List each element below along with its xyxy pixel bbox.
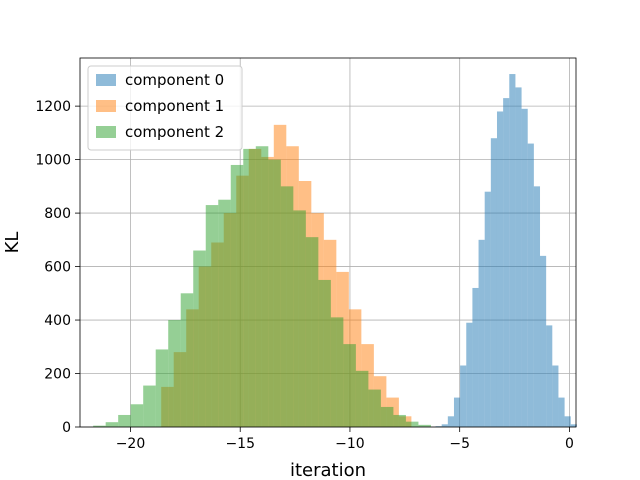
legend-swatch [96,74,116,86]
y-tick-label: 1200 [35,99,71,115]
histogram-bar [552,365,559,427]
histogram-bar [105,422,119,427]
histogram-bar [143,385,156,427]
histogram-bar [93,425,106,427]
histogram-bar [478,239,485,427]
histogram-bar [155,349,169,427]
histogram-bar [193,250,206,427]
histogram-bar [168,320,181,427]
histogram-bar [447,416,454,427]
x-tick-label: 0 [565,436,574,452]
histogram-bar [484,191,491,427]
histogram-bar [503,98,510,427]
plot-frame [79,57,577,428]
histogram-bar [318,279,331,427]
histogram-bars [93,74,577,428]
histogram-bar [355,370,369,427]
histogram-bar [368,389,381,427]
y-tick-label: 1000 [35,153,71,169]
histogram-bar [521,108,528,427]
legend: component 0 component 1 component 2 [87,65,243,151]
legend-swatch [96,100,116,112]
histogram-bar [180,293,194,427]
x-axis-label: iteration [290,460,366,480]
y-tick-label: 800 [44,206,71,222]
histogram-bar [540,255,547,427]
histogram-bar [230,164,244,427]
histogram-bar [280,186,294,427]
histogram-bar [243,148,256,428]
legend-label: component 1 [125,97,224,115]
axis-ticks: −20 −15 −10 −5 0 0 200 400 600 800 1000 1200 [35,99,574,452]
legend-swatch [96,126,116,138]
histogram-bar [558,397,565,427]
histogram-bar [130,404,144,427]
histogram-bar [441,424,448,427]
legend-label: component 2 [125,123,224,141]
histogram-bar [435,426,442,427]
histogram-bar [460,365,467,427]
histogram-bar [418,424,431,427]
histogram-bar [509,74,516,427]
y-tick-label: 0 [62,420,71,436]
histogram-bar [380,406,394,427]
histogram-bar [466,322,473,427]
y-tick-label: 200 [44,367,71,383]
histogram-bar [305,237,319,427]
histogram-bar [527,143,534,427]
series-0-bars [435,74,577,428]
histogram-bar [293,210,306,427]
histogram-bar [268,159,281,427]
y-tick-label: 400 [44,313,71,329]
series-2-bars [93,146,431,428]
y-tick-label: 600 [44,260,71,276]
histogram-bar [564,416,571,427]
histogram-bar [393,414,406,427]
histogram-bar [218,199,231,427]
histogram-bar [533,186,541,427]
histogram-bar [453,397,461,427]
histogram-bar [546,325,553,427]
histogram-bar [570,424,577,427]
histogram-bar [330,317,344,427]
histogram-bar [255,146,269,427]
legend-label: component 0 [125,71,224,89]
histogram-bar [490,138,497,427]
x-tick-label: −15 [225,436,255,452]
x-tick-label: −5 [449,436,470,452]
histogram-bar [472,287,479,427]
legend-box [87,65,243,151]
x-tick-label: −20 [116,436,146,452]
histogram-bar [496,111,504,427]
histogram-bar [405,421,419,427]
histogram-bar [118,414,131,427]
histogram-bar [205,205,219,427]
histogram-bar [515,87,522,428]
histogram-bar [343,344,356,427]
x-tick-label: −10 [335,436,365,452]
y-axis-label: KL [2,232,23,254]
